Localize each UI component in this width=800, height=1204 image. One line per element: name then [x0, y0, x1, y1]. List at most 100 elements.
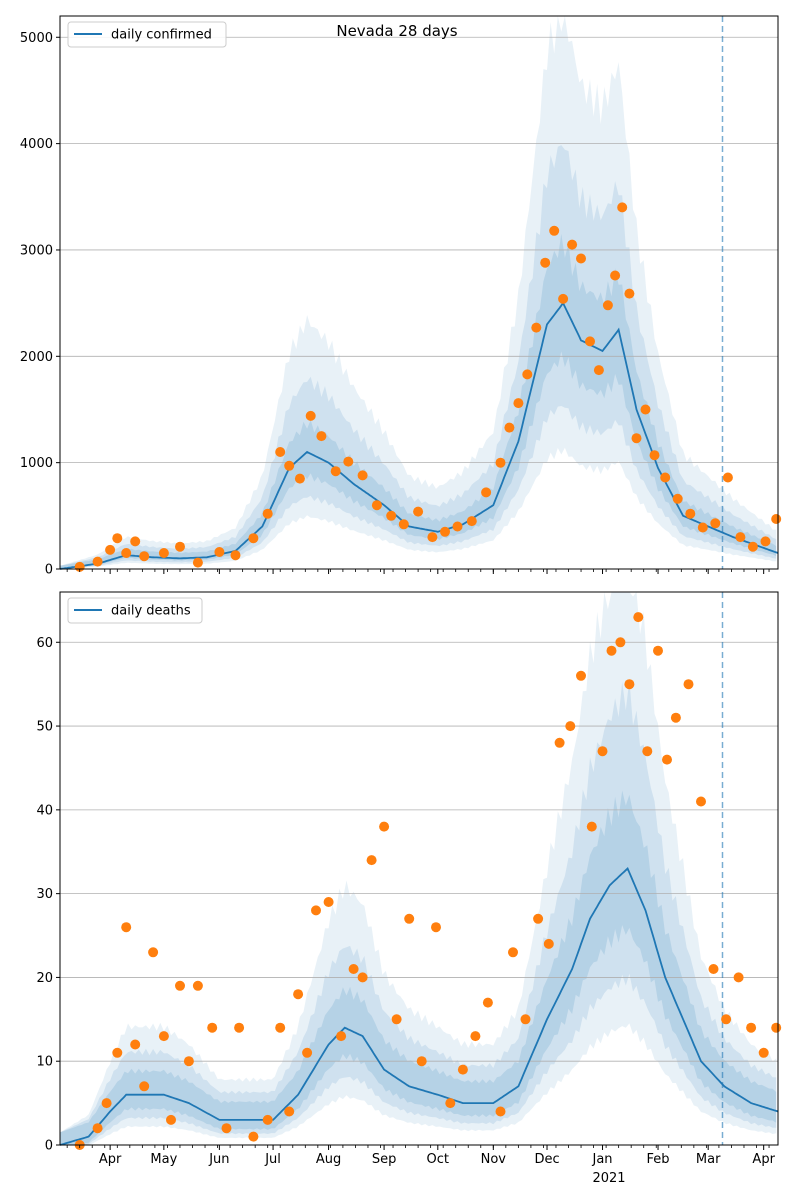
daily-confirmed-line: [59, 301, 779, 570]
data-point: [357, 470, 368, 481]
data-point: [294, 473, 305, 484]
data-point: [721, 1014, 732, 1025]
data-point: [771, 1022, 782, 1033]
data-point: [440, 526, 450, 537]
data-point: [130, 1039, 141, 1050]
deaths-uncertainty-bands: [60, 592, 777, 1145]
data-point: [685, 508, 696, 519]
data-point: [121, 548, 132, 558]
confirmed-panel: 0 1000 2000 3000 4000 5000 daily confirmed Ne…: [20, 15, 782, 578]
data-point: [413, 506, 424, 517]
y-tick-label: 0: [45, 563, 53, 578]
chart-title: Nevada 28 days: [336, 22, 457, 40]
confirmed-x-ticks: [66, 569, 770, 574]
daily-deaths-line: [59, 866, 779, 1146]
data-point: [230, 550, 241, 561]
data-point: [139, 551, 150, 562]
data-point: [112, 1047, 123, 1058]
data-point: [642, 746, 653, 757]
data-point: [593, 365, 604, 376]
data-point: [543, 938, 554, 949]
legend-box: [67, 21, 227, 48]
uncertainty-band-1: [60, 679, 777, 1145]
x-tick-label: Apr: [99, 1152, 122, 1167]
y-tick-label: 60: [36, 636, 53, 651]
data-point: [431, 922, 441, 933]
data-point: [148, 947, 159, 958]
data-point: [760, 536, 771, 547]
data-point: [504, 422, 515, 433]
data-point: [336, 1031, 347, 1042]
data-point: [416, 1056, 427, 1067]
data-point: [305, 410, 316, 421]
data-point: [121, 922, 132, 933]
confirmed-y-ticks: 0 1000 2000 3000 4000 5000: [20, 31, 60, 578]
data-point: [330, 466, 341, 477]
data-point: [457, 1064, 468, 1075]
data-point: [343, 456, 354, 467]
data-point: [624, 288, 635, 299]
data-point: [708, 964, 719, 974]
data-point: [248, 1131, 259, 1142]
x-tick-label: Feb: [647, 1152, 670, 1167]
data-point: [558, 293, 569, 304]
y-tick-label: 50: [36, 720, 53, 735]
data-point: [576, 253, 586, 264]
data-point: [391, 1014, 402, 1025]
y-tick-label: 2000: [20, 350, 53, 365]
data-point: [617, 202, 628, 213]
data-point: [633, 612, 644, 623]
deaths-y-ticks: 0 10 20 30 40 50 60: [36, 636, 60, 1154]
y-tick-label: 10: [36, 1055, 53, 1070]
data-point: [175, 541, 185, 552]
data-point: [696, 796, 706, 807]
data-point: [508, 947, 518, 958]
data-point: [660, 472, 671, 483]
data-point: [606, 645, 617, 656]
data-point: [234, 1022, 245, 1033]
data-point: [482, 997, 493, 1008]
confirmed-line-group: [59, 301, 779, 570]
data-point: [565, 721, 576, 732]
data-point: [733, 972, 744, 983]
deaths-x-ticks: Apr May Jun Jul Aug Sep Oct Nov Dec Jan Feb Mar Apr: [66, 1145, 776, 1167]
data-point: [248, 533, 259, 544]
x-tick-label: Nov: [481, 1152, 507, 1167]
data-point: [207, 1022, 218, 1033]
data-point: [747, 541, 758, 552]
data-point: [192, 557, 203, 568]
deaths-points: [74, 612, 782, 1150]
data-point: [672, 493, 683, 504]
data-point: [670, 712, 681, 723]
data-point: [139, 1081, 150, 1092]
data-point: [520, 1014, 531, 1025]
data-point: [284, 460, 295, 471]
data-point: [192, 980, 203, 991]
data-point: [710, 518, 721, 529]
data-point: [610, 270, 621, 281]
data-point: [158, 1031, 169, 1042]
data-point: [602, 300, 613, 311]
data-point: [522, 369, 533, 380]
data-point: [597, 746, 608, 757]
data-point: [404, 913, 415, 924]
data-point: [771, 514, 782, 524]
confirmed-legend: daily confirmed: [67, 21, 227, 48]
data-point: [316, 431, 327, 442]
y-tick-label: 40: [36, 803, 53, 818]
data-point: [175, 980, 185, 991]
uncertainty-band-0: [60, 592, 777, 1145]
confirmed-points: [74, 202, 782, 572]
data-point: [105, 544, 116, 555]
x-tick-label: Jul: [264, 1152, 281, 1167]
data-point: [262, 1114, 273, 1125]
data-point: [653, 645, 663, 656]
deaths-panel: 0 10 20 30 40 50 60 Apr May Jun Jul Aug Sep Oct Nov De…: [36, 591, 782, 1186]
data-point: [275, 1022, 286, 1033]
x-tick-label: Oct: [427, 1152, 449, 1167]
data-point: [221, 1123, 232, 1134]
y-tick-label: 20: [36, 971, 53, 986]
data-point: [683, 679, 694, 690]
data-point: [470, 1031, 481, 1042]
data-point: [533, 913, 544, 924]
